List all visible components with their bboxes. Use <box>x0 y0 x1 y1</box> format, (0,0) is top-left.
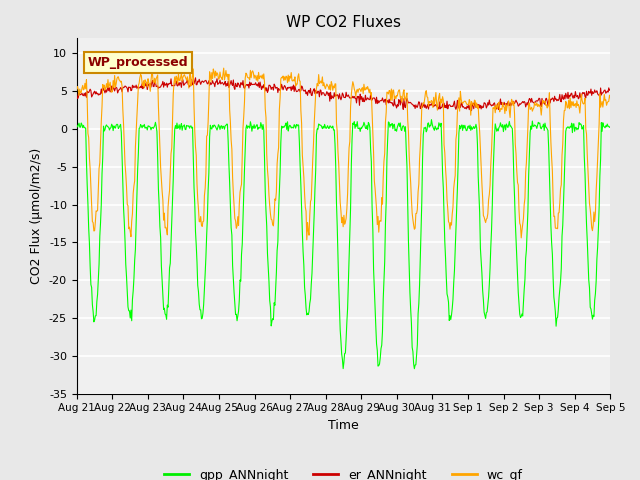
wc_gf <box>83 77 90 83</box>
er_ANNnight <box>191 75 199 81</box>
Title: WP CO2 Fluxes: WP CO2 Fluxes <box>286 15 401 30</box>
er_ANNnight <box>409 102 417 108</box>
er_ANNnight <box>221 81 228 86</box>
er_ANNnight <box>193 82 200 88</box>
er_ANNnight <box>73 91 81 97</box>
wc_gf <box>73 85 81 91</box>
Line: gpp_ANNnight: gpp_ANNnight <box>77 120 611 369</box>
wc_gf <box>426 99 433 105</box>
wc_gf <box>410 222 417 228</box>
er_ANNnight <box>424 106 432 112</box>
gpp_ANNnight <box>73 122 81 128</box>
wc_gf <box>303 237 310 243</box>
gpp_ANNnight <box>408 344 416 350</box>
gpp_ANNnight <box>191 229 199 235</box>
Text: WP_processed: WP_processed <box>88 56 188 69</box>
Legend: gpp_ANNnight, er_ANNnight, wc_gf: gpp_ANNnight, er_ANNnight, wc_gf <box>159 464 528 480</box>
er_ANNnight <box>138 85 145 91</box>
er_ANNnight <box>83 95 90 100</box>
gpp_ANNnight <box>138 123 145 129</box>
wc_gf <box>220 65 228 71</box>
gpp_ANNnight <box>424 120 432 126</box>
Line: er_ANNnight: er_ANNnight <box>77 78 611 110</box>
wc_gf <box>607 95 614 101</box>
gpp_ANNnight <box>83 158 90 164</box>
wc_gf <box>221 77 228 83</box>
wc_gf <box>138 73 145 79</box>
X-axis label: Time: Time <box>328 419 359 432</box>
gpp_ANNnight <box>428 117 435 122</box>
Line: wc_gf: wc_gf <box>77 68 611 240</box>
Y-axis label: CO2 Flux (μmol/m2/s): CO2 Flux (μmol/m2/s) <box>30 148 44 284</box>
gpp_ANNnight <box>220 123 228 129</box>
gpp_ANNnight <box>410 366 418 372</box>
gpp_ANNnight <box>607 124 614 130</box>
er_ANNnight <box>468 108 476 113</box>
wc_gf <box>191 144 199 150</box>
er_ANNnight <box>607 87 614 93</box>
